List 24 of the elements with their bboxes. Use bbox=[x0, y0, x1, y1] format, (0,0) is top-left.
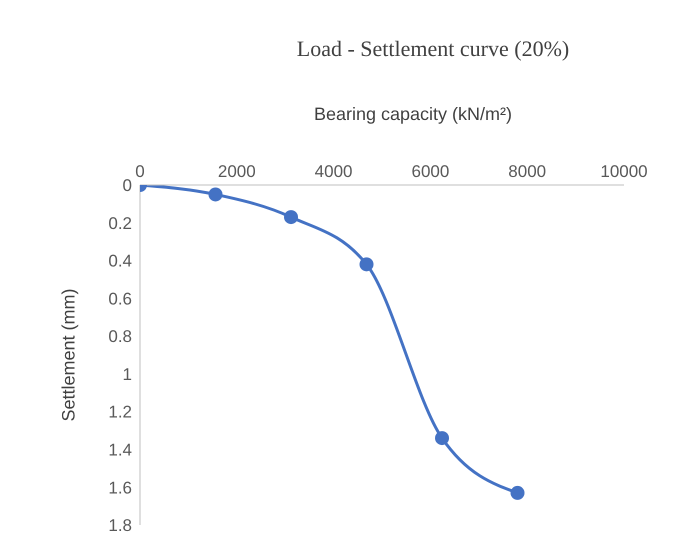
x-tick-label: 2000 bbox=[218, 162, 256, 181]
x-axis-title: Bearing capacity (kN/m²) bbox=[312, 104, 514, 125]
point bbox=[435, 431, 450, 446]
y-tick-label: 0.4 bbox=[108, 252, 132, 271]
y-tick-label: 1.2 bbox=[108, 402, 132, 422]
x-tick-label: 4000 bbox=[314, 162, 353, 181]
y-tick-label: 1.8 bbox=[108, 516, 132, 536]
point bbox=[208, 187, 223, 202]
y-tick-label: 0.6 bbox=[108, 289, 132, 308]
y-tick-label: 1.6 bbox=[108, 478, 132, 498]
x-tick-label: 10000 bbox=[600, 162, 648, 181]
x-tick-label: 6000 bbox=[411, 162, 450, 181]
x-tick-label: 8000 bbox=[508, 162, 546, 181]
point bbox=[284, 210, 298, 224]
y-axis-title: Settlement (mm) bbox=[58, 288, 78, 422]
y-tick-label: 1.4 bbox=[108, 440, 132, 460]
point bbox=[360, 257, 374, 272]
y-tick-label: 1 bbox=[122, 364, 132, 384]
chart-title: Load - Settlement curve (20%) bbox=[296, 36, 570, 62]
y-tick-label: 0.8 bbox=[108, 327, 132, 346]
y-tick-label: 0 bbox=[122, 176, 132, 196]
x-tick-label: 0 bbox=[135, 162, 145, 181]
point bbox=[510, 486, 525, 500]
y-tick-label: 0.2 bbox=[108, 214, 132, 233]
